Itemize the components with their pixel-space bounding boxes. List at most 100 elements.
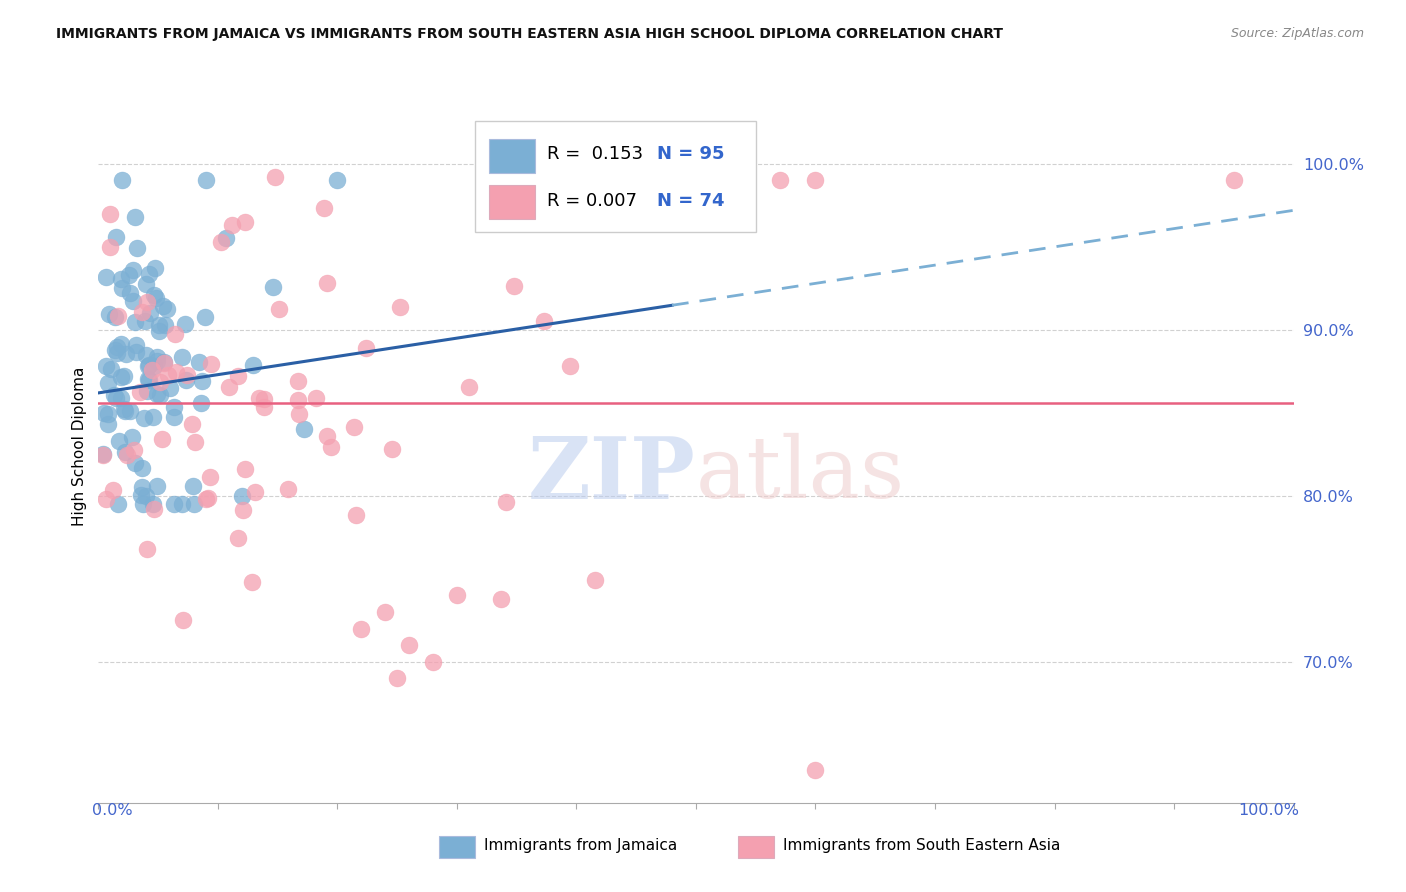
Point [176, 368, 198, 382]
Point [131, 497, 153, 511]
Point [422, 655, 444, 669]
Point [344, 508, 367, 522]
Point [209, 235, 232, 250]
Point [124, 211, 146, 225]
Point [94, 491, 117, 506]
Point [1222, 173, 1246, 187]
Point [181, 479, 204, 493]
Point [354, 341, 377, 355]
Point [141, 363, 163, 377]
Point [97, 407, 120, 421]
Point [148, 318, 170, 332]
Y-axis label: High School Diploma: High School Diploma [72, 367, 87, 525]
Point [96, 269, 118, 284]
Point [98, 207, 122, 221]
Point [114, 445, 136, 459]
Point [124, 457, 146, 471]
Point [146, 479, 169, 493]
Point [558, 359, 581, 374]
Point [104, 343, 127, 358]
Text: 100.0%: 100.0% [1239, 803, 1299, 818]
Point [312, 201, 335, 215]
Point [98, 240, 122, 254]
Point [142, 287, 165, 301]
Point [262, 280, 284, 294]
Point [489, 591, 512, 606]
Point [135, 277, 157, 292]
Point [108, 434, 131, 448]
Point [136, 542, 159, 557]
Point [129, 488, 152, 502]
Point [316, 276, 339, 290]
Point [139, 305, 162, 319]
Point [316, 429, 339, 443]
Point [142, 497, 165, 511]
Point [326, 173, 349, 187]
Point [125, 344, 148, 359]
Point [343, 420, 366, 434]
Point [180, 417, 202, 431]
Point [163, 497, 186, 511]
Point [118, 404, 141, 418]
Point [190, 396, 212, 410]
Point [94, 359, 117, 374]
Point [233, 462, 256, 476]
Point [495, 495, 517, 509]
Point [188, 355, 211, 369]
Point [165, 366, 187, 380]
Point [287, 375, 309, 389]
Point [131, 480, 153, 494]
Point [129, 385, 152, 400]
Point [122, 442, 145, 457]
Point [135, 489, 157, 503]
Point [125, 241, 148, 255]
FancyBboxPatch shape [475, 121, 756, 232]
Text: 0.0%: 0.0% [93, 803, 134, 818]
Point [145, 291, 167, 305]
Point [183, 497, 205, 511]
Point [226, 369, 249, 384]
Point [91, 448, 114, 462]
Point [321, 440, 343, 454]
Point [110, 272, 132, 286]
Point [135, 384, 157, 398]
Point [457, 380, 479, 394]
Point [163, 327, 186, 342]
Point [389, 300, 412, 314]
Point [121, 430, 143, 444]
Point [121, 263, 143, 277]
Point [194, 310, 217, 324]
Point [221, 218, 243, 232]
Point [112, 402, 135, 417]
Point [149, 388, 172, 402]
Point [105, 391, 128, 405]
Text: R =  0.153: R = 0.153 [547, 145, 643, 163]
Text: ZIP: ZIP [529, 433, 696, 516]
Point [138, 373, 160, 387]
Point [138, 267, 160, 281]
Point [152, 299, 174, 313]
Point [153, 356, 176, 370]
Point [264, 169, 287, 184]
Point [232, 503, 254, 517]
Point [131, 305, 153, 319]
Point [194, 491, 217, 506]
Point [156, 368, 179, 383]
Point [277, 482, 299, 496]
Point [385, 671, 409, 685]
Point [136, 372, 159, 386]
Point [228, 531, 250, 545]
Point [292, 422, 315, 436]
Point [115, 347, 138, 361]
Point [231, 489, 253, 503]
Point [122, 294, 145, 309]
Point [136, 294, 159, 309]
Point [172, 613, 194, 627]
Point [150, 432, 173, 446]
Point [134, 313, 156, 327]
Point [143, 502, 166, 516]
Point [288, 408, 311, 422]
Point [138, 358, 160, 372]
Point [374, 605, 396, 619]
Point [142, 359, 165, 374]
